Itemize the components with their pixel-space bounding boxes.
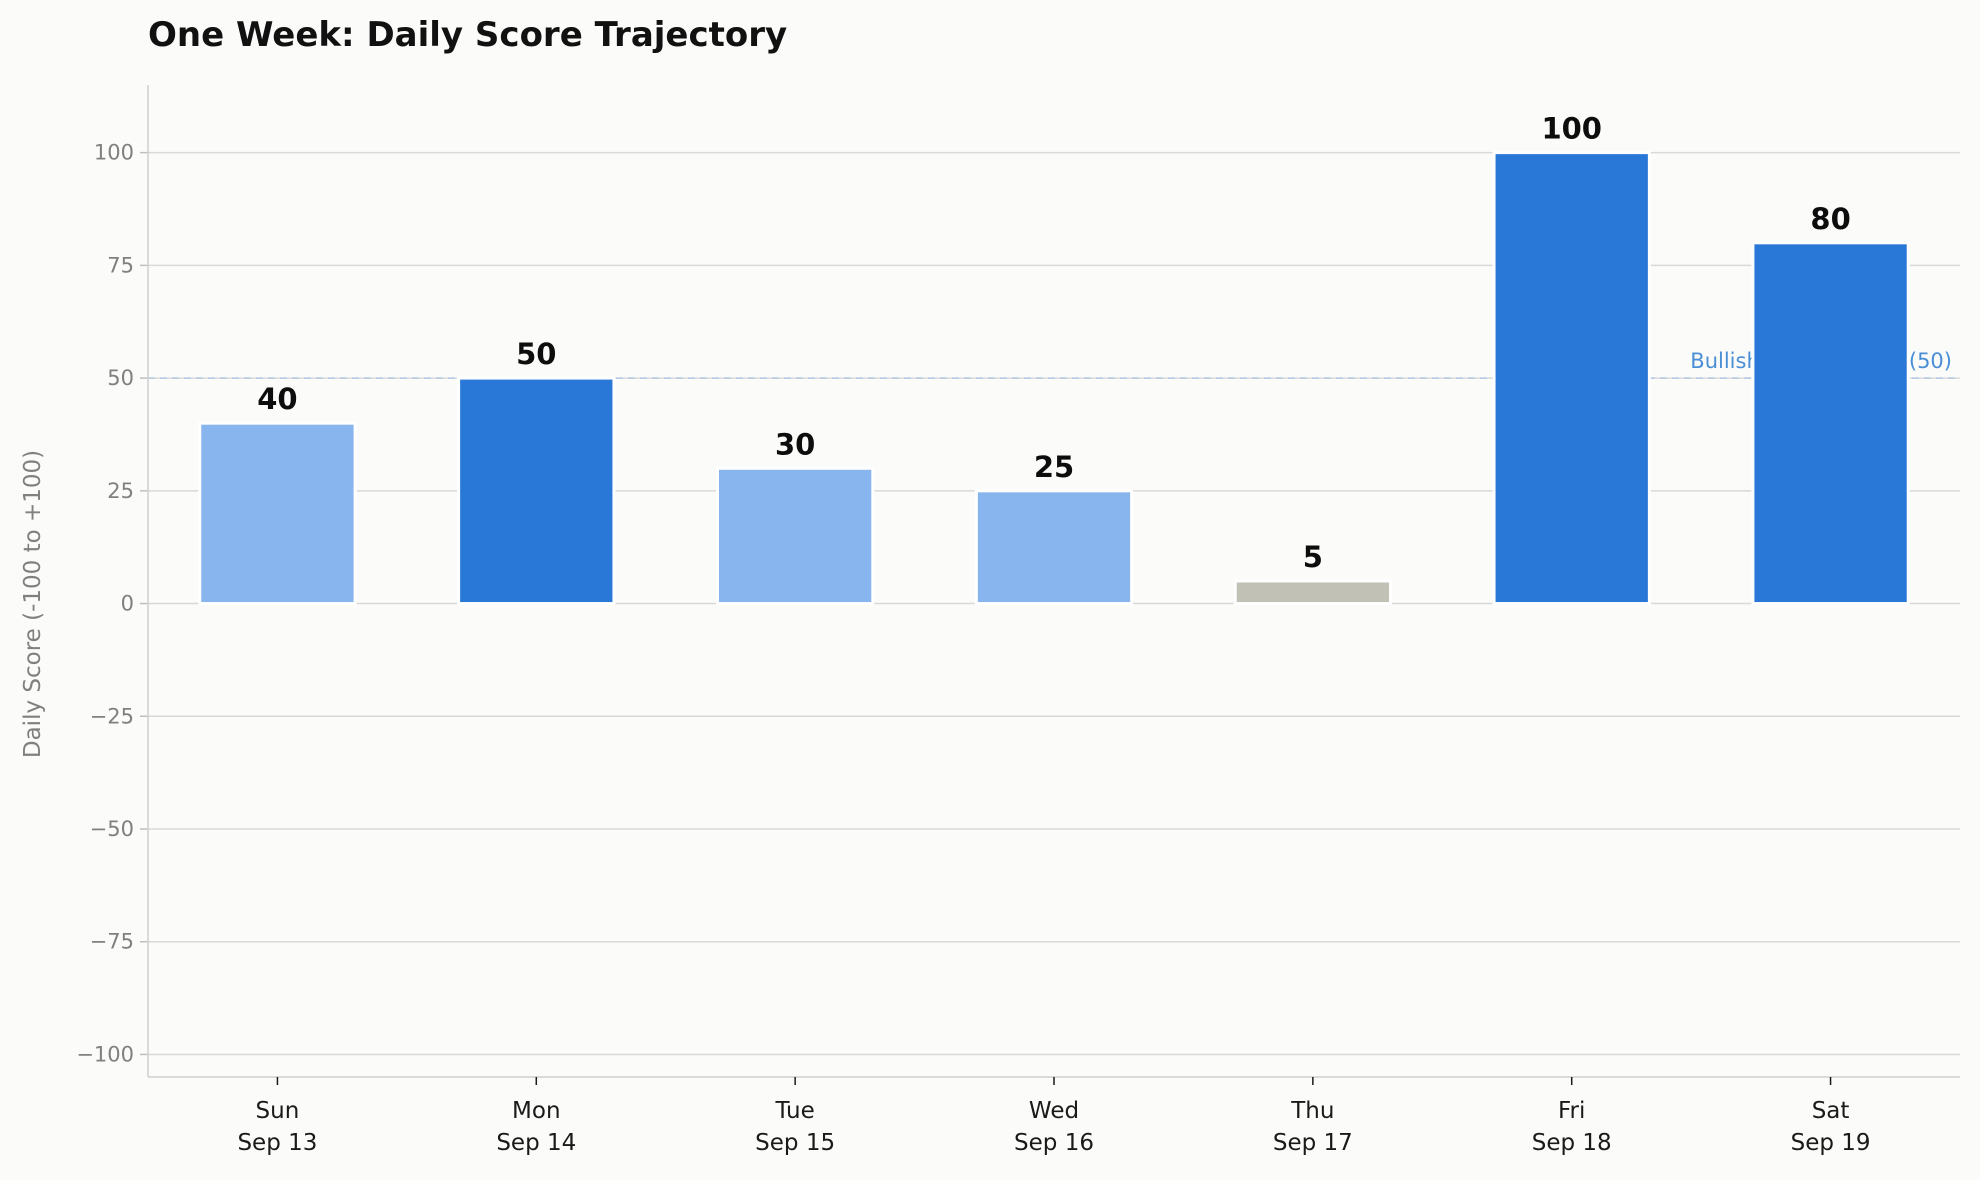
bar	[715, 466, 875, 606]
y-tick-label: 75	[107, 253, 134, 277]
bar-value-label: 25	[1034, 450, 1074, 484]
y-tick-label: 0	[121, 592, 134, 616]
x-tick-date: Sep 19	[1791, 1130, 1871, 1156]
x-tick-day: Wed	[1029, 1098, 1079, 1124]
x-tick-date: Sep 18	[1532, 1130, 1612, 1156]
bar	[457, 376, 616, 606]
axes	[140, 85, 1960, 1085]
bars	[198, 151, 1910, 606]
chart-title: One Week: Daily Score Trajectory	[148, 15, 787, 55]
bar-value-label: 100	[1541, 112, 1602, 146]
reference-line-group: Bullish Expectations (50)	[148, 349, 1960, 379]
y-tick-labels: 100 75 50 25 0 −25 −50 −75 −100	[76, 141, 134, 1067]
bar	[1233, 579, 1393, 606]
bar	[198, 421, 357, 606]
x-tick-date: Sep 14	[496, 1130, 576, 1156]
bar-value-label: 80	[1810, 202, 1850, 236]
x-tick-day: Sat	[1812, 1098, 1850, 1124]
y-tick-label: −75	[90, 930, 134, 954]
x-tick-day: Sun	[256, 1098, 300, 1124]
y-tick-label: −50	[90, 817, 134, 841]
bar-value-label: 30	[775, 427, 815, 461]
y-tick-label: 25	[107, 479, 134, 503]
x-tick-labels: Sun Sep 13 Mon Sep 14 Tue Sep 15 Wed Sep 16 Thu S…	[237, 1098, 1870, 1156]
y-axis-label: Daily Score (-100 to +100)	[20, 450, 46, 758]
x-tick-date: Sep 13	[237, 1130, 317, 1156]
x-tick-day: Tue	[774, 1098, 814, 1124]
y-tick-label: 50	[107, 366, 134, 390]
x-tick-day: Fri	[1558, 1098, 1585, 1124]
y-tick-label: −25	[90, 704, 134, 728]
x-tick-date: Sep 17	[1273, 1130, 1353, 1156]
x-tick-day: Mon	[512, 1098, 561, 1124]
bar	[1751, 241, 1910, 606]
bar-value-label: 5	[1303, 540, 1323, 574]
bar	[1492, 151, 1651, 606]
x-tick-day: Thu	[1290, 1098, 1334, 1124]
bar-value-labels: 40 50 30 25 5 100 80	[257, 112, 1851, 574]
y-tick-label: −100	[76, 1042, 134, 1066]
x-tick-date: Sep 16	[1014, 1130, 1094, 1156]
x-tick-date: Sep 15	[755, 1130, 835, 1156]
bar-value-label: 40	[257, 382, 297, 416]
bar-value-label: 50	[516, 337, 556, 371]
y-tick-label: 100	[94, 141, 134, 165]
bar	[974, 489, 1134, 606]
